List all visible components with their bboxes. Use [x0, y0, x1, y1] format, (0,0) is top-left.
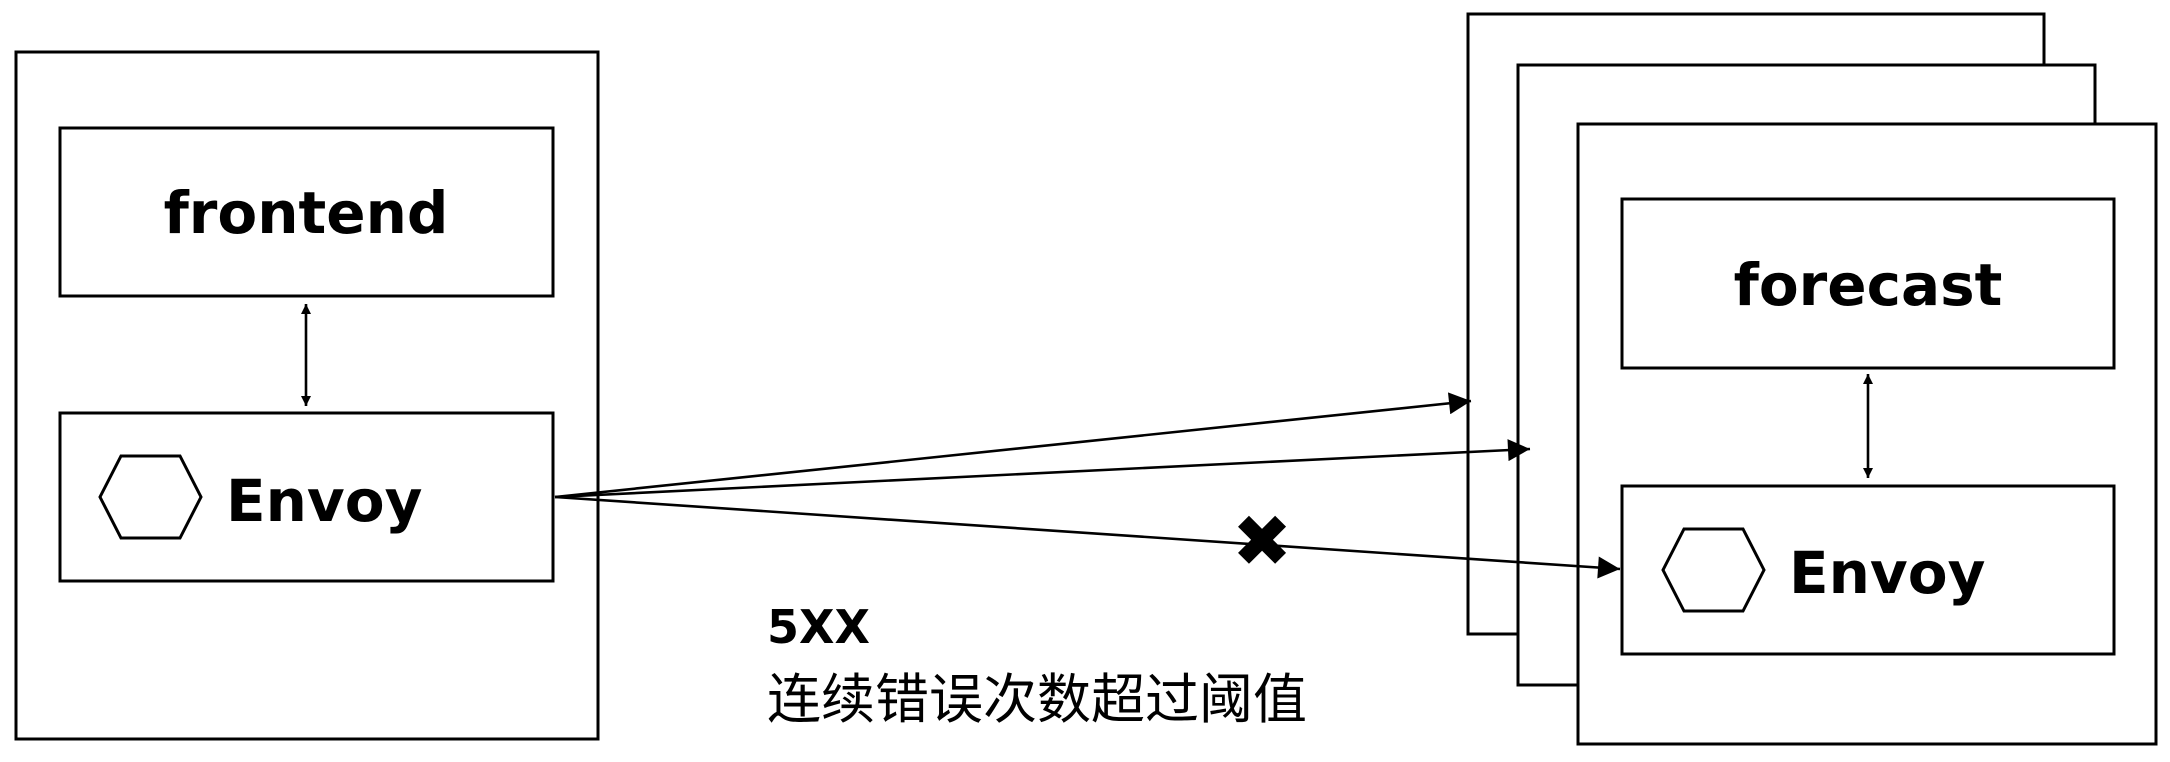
ejection-description: 连续错误次数超过阈值	[767, 668, 1307, 731]
client-envoy-container: Envoy	[58, 411, 555, 583]
upstream-envoy-container: Envoy	[1620, 484, 2116, 656]
frontend-container: frontend	[58, 126, 555, 298]
request-arrow-replica-2	[554, 439, 1531, 499]
forecast-label: forecast	[1734, 251, 2003, 319]
ejection-note: 5XX 连续错误次数超过阈值	[767, 600, 1307, 731]
request-arrows	[554, 392, 1621, 579]
hexagon-icon	[98, 454, 203, 540]
forecast-container: forecast	[1620, 197, 2116, 370]
upstream-pods: forecast Envoy	[1466, 12, 2158, 746]
frontend-label: frontend	[164, 179, 449, 247]
client-envoy-label: Envoy	[226, 467, 422, 535]
upstream-envoy-label: Envoy	[1789, 539, 1985, 607]
request-arrow-replica-1	[554, 392, 1472, 499]
frontend-box	[58, 126, 555, 298]
client-pod: frontend Envoy	[14, 50, 600, 741]
error-code-label: 5XX	[767, 600, 870, 654]
forecast-box	[1620, 197, 2116, 370]
hexagon-icon	[1661, 527, 1766, 613]
request-arrow-failing-replica	[554, 495, 1621, 579]
failure-cross-icon: ✖	[1232, 499, 1292, 583]
